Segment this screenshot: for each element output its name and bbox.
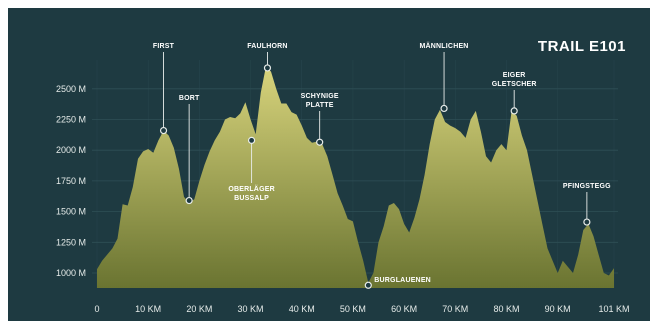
marker-point: [159, 126, 168, 135]
y-tick-label: 1250 M: [56, 237, 86, 247]
x-tick-label: 30 KM: [238, 304, 264, 314]
marker-oberläger-bussalp: OBERLÄGER BUSSALP: [228, 136, 275, 202]
y-tick-label: 1000 M: [56, 268, 86, 278]
x-axis-ticks: 0 10 KM 20 KM 30 KM 40 KM 50 KM 60 KM 70 KM 80 K…: [94, 304, 629, 314]
marker-label: BURGLAUENEN: [374, 277, 431, 284]
waypoint-markers: FIRST BORT FAULHORN OBERLÄGER BUSSALP SCHYNIG…: [153, 42, 611, 289]
x-tick-label: 40 KM: [289, 304, 315, 314]
marker-label: MÄNNLICHEN: [420, 42, 469, 50]
x-tick-label: 80 KM: [493, 304, 519, 314]
marker-label: SCHYNIGE: [301, 93, 339, 100]
marker-label: PLATTE: [306, 102, 334, 109]
marker-point: [364, 281, 372, 289]
marker-pfingstegg: PFINGSTEGG: [563, 183, 611, 226]
marker-point: [316, 138, 324, 146]
chart-title: TRAIL E101: [538, 38, 626, 55]
marker-first: FIRST: [153, 43, 175, 135]
marker-label: BUSSALP: [234, 195, 269, 202]
y-tick-label: 1500 M: [56, 207, 86, 217]
elevation-area: [97, 66, 614, 288]
y-tick-label: 2500 M: [56, 84, 86, 94]
x-tick-label: 90 KM: [545, 304, 571, 314]
x-tick-label: 20 KM: [186, 304, 212, 314]
x-tick-label: 50 KM: [340, 304, 366, 314]
marker-point: [440, 104, 448, 113]
marker-faulhorn: FAULHORN: [247, 43, 288, 72]
marker-schynige-platte: SCHYNIGE PLATTE: [301, 93, 339, 146]
x-tick-label: 101 KM: [598, 304, 629, 314]
marker-label: FIRST: [153, 43, 175, 50]
marker-point: [263, 64, 272, 72]
marker-burglauenen: BURGLAUENEN: [364, 277, 431, 289]
y-tick-label: 1750 M: [56, 176, 86, 186]
marker-label: OBERLÄGER: [228, 185, 275, 193]
marker-eiger-gletscher: EIGER GLETSCHER: [492, 72, 537, 115]
y-tick-label: 2000 M: [56, 145, 86, 155]
marker-point: [583, 218, 591, 226]
y-tick-label: 2250 M: [56, 115, 86, 125]
marker-label: EIGER: [503, 72, 526, 79]
marker-point: [247, 136, 256, 144]
marker-point: [510, 107, 518, 115]
marker-label: PFINGSTEGG: [563, 183, 611, 190]
x-tick-label: 0: [94, 304, 99, 314]
marker-label: BORT: [179, 95, 200, 102]
x-tick-label: 10 KM: [135, 304, 161, 314]
marker-label: GLETSCHER: [492, 81, 537, 88]
marker-bort: BORT: [179, 95, 200, 205]
marker-label: FAULHORN: [247, 43, 288, 50]
marker-point: [185, 196, 193, 205]
x-tick-label: 60 KM: [391, 304, 417, 314]
y-axis-ticks: 2500 M 2250 M 2000 M 1750 M 1500 M 1250 M 1000…: [56, 84, 86, 278]
x-tick-label: 70 KM: [442, 304, 468, 314]
marker-männlichen: MÄNNLICHEN: [420, 42, 469, 113]
